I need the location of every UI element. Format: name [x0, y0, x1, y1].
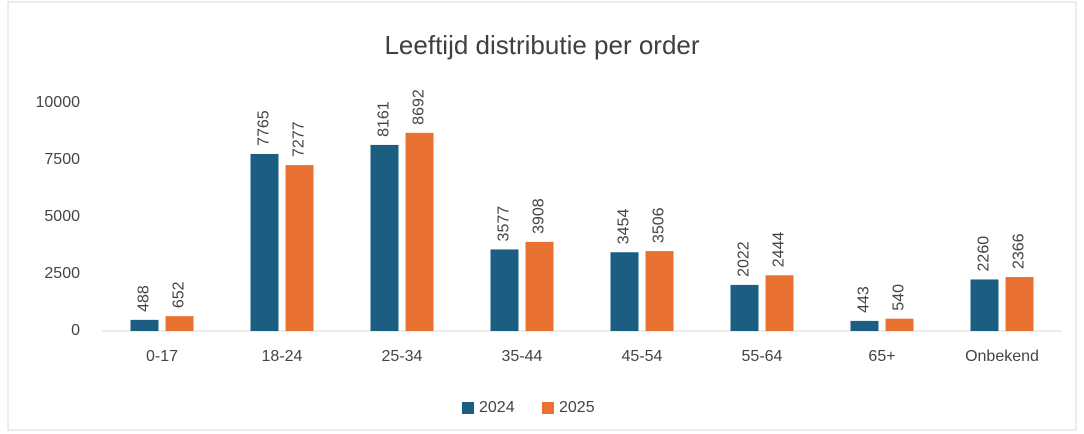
- bar: [165, 316, 194, 331]
- data-label: 7765: [256, 110, 273, 146]
- legend-swatch: [462, 402, 474, 414]
- x-tick-label: 35-44: [502, 348, 543, 365]
- bar: [285, 165, 314, 331]
- x-tick-label: Onbekend: [965, 348, 1039, 365]
- data-label: 7277: [291, 121, 308, 157]
- bar: [130, 319, 159, 331]
- bar: [370, 144, 399, 331]
- legend-swatch: [542, 402, 554, 414]
- bar: [610, 252, 639, 331]
- x-tick-label: 55-64: [742, 348, 783, 365]
- data-label: 652: [171, 281, 188, 308]
- data-label: 3908: [531, 198, 548, 234]
- y-tick-label: 10000: [36, 94, 81, 111]
- data-label: 443: [856, 286, 873, 313]
- y-tick-label: 2500: [44, 265, 80, 282]
- y-tick-label: 5000: [44, 208, 80, 225]
- legend-label: 2024: [479, 399, 515, 416]
- bar: [885, 318, 914, 331]
- y-tick-label: 7500: [44, 151, 80, 168]
- data-label: 2260: [976, 236, 993, 272]
- chart-title: Leeftijd distributie per order: [384, 30, 699, 60]
- data-label: 2366: [1011, 233, 1028, 269]
- x-tick-label: 45-54: [622, 348, 663, 365]
- data-label: 3506: [651, 207, 668, 243]
- data-label: 8692: [411, 89, 428, 125]
- legend-label: 2025: [559, 399, 595, 416]
- x-tick-label: 25-34: [382, 348, 423, 365]
- x-tick-label: 18-24: [262, 348, 303, 365]
- data-label: 3577: [496, 206, 513, 242]
- bar: [730, 284, 759, 331]
- x-tick-label: 65+: [868, 348, 895, 365]
- data-label: 2444: [771, 232, 788, 268]
- bar: [490, 249, 519, 331]
- bar: [1005, 277, 1034, 331]
- y-tick-label: 0: [71, 322, 80, 339]
- chart-frame: [7, 1, 1077, 431]
- bar: [405, 132, 434, 331]
- bar: [765, 275, 794, 331]
- data-label: 3454: [616, 209, 633, 245]
- bar: [250, 153, 279, 331]
- data-label: 2022: [736, 241, 753, 277]
- bar: [850, 320, 879, 331]
- data-label: 540: [891, 284, 908, 311]
- data-label: 8161: [376, 101, 393, 137]
- bar: [645, 251, 674, 331]
- bar: [525, 241, 554, 331]
- bar: [970, 279, 999, 331]
- data-label: 488: [136, 285, 153, 312]
- x-tick-label: 0-17: [146, 348, 178, 365]
